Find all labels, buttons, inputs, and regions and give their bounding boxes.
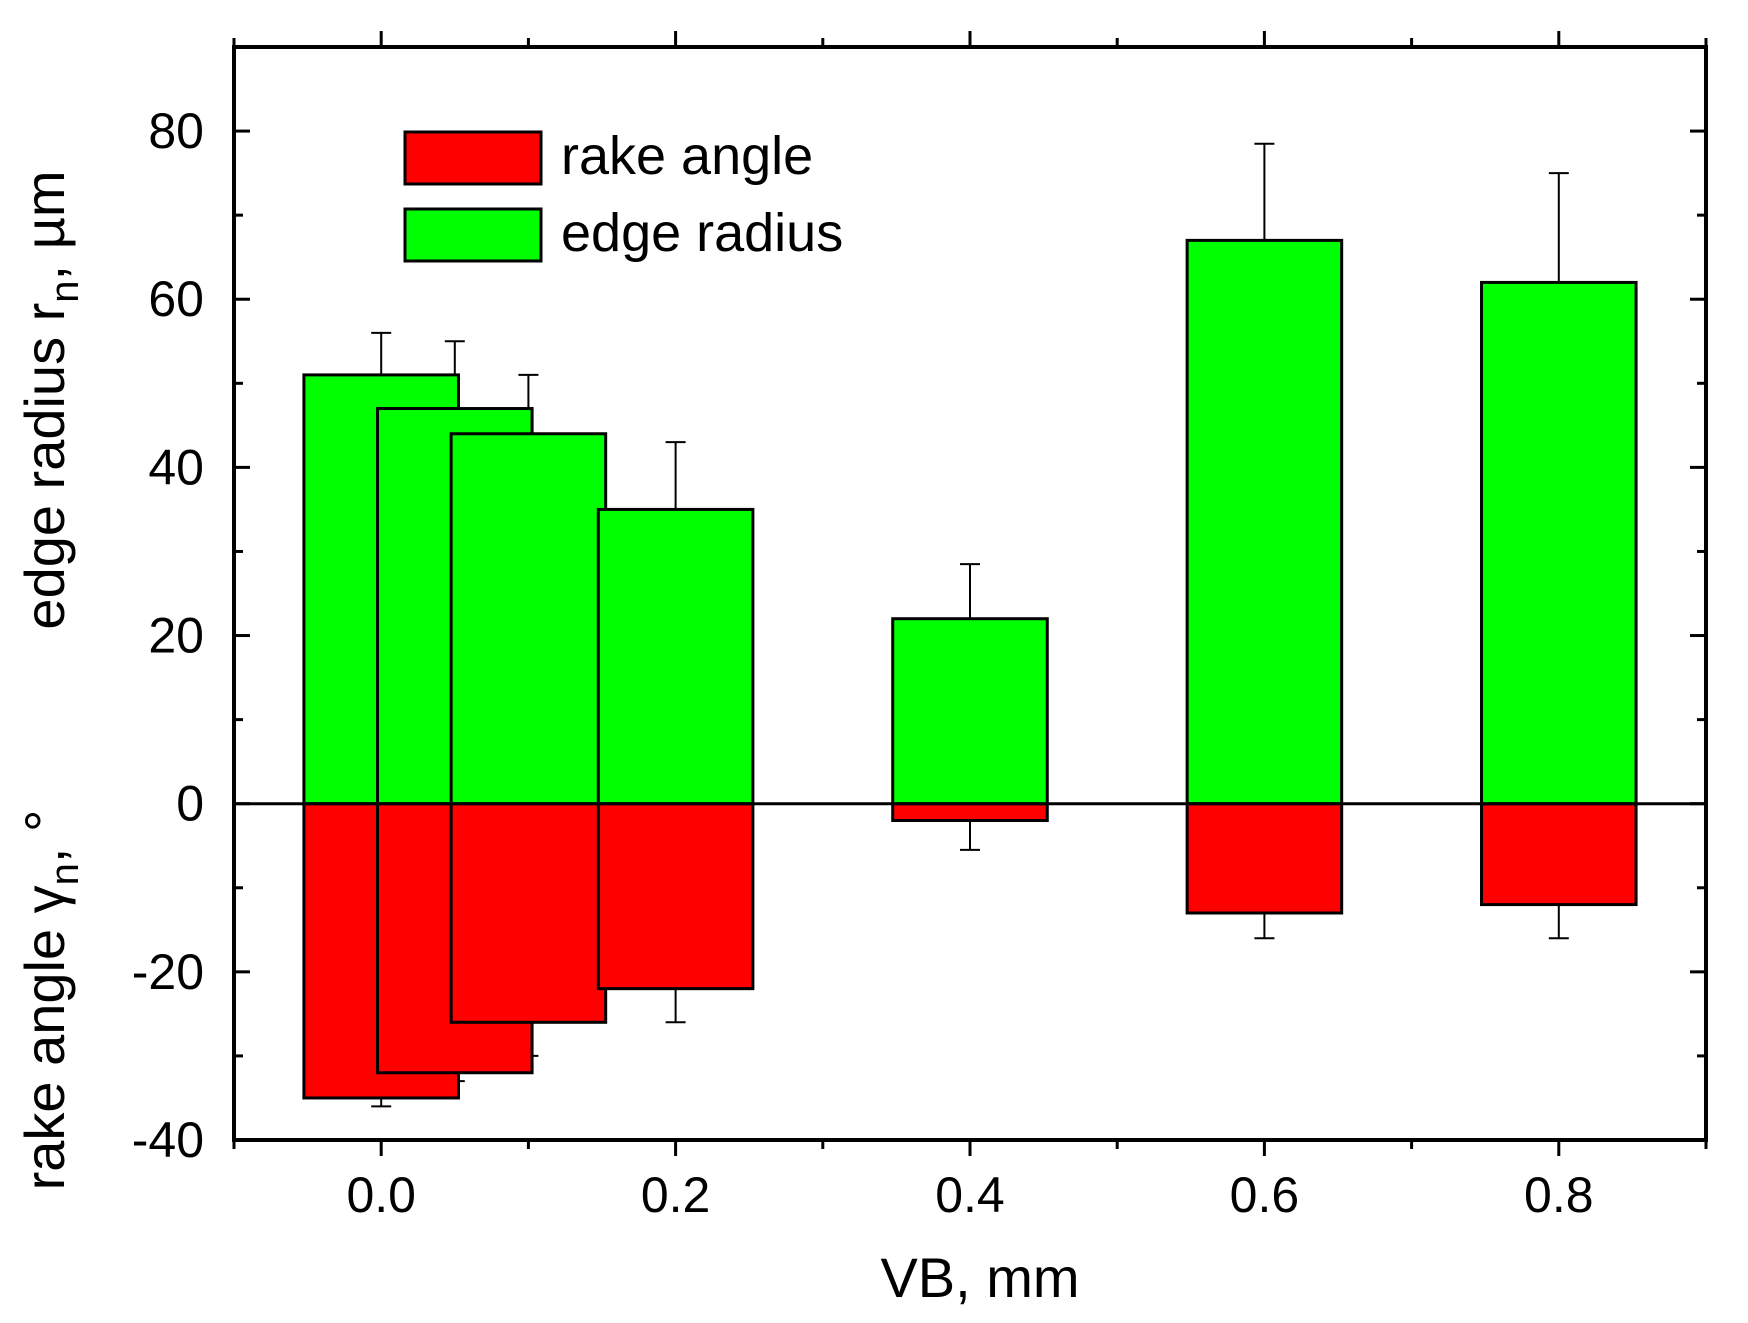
y-tick-label: 0 xyxy=(176,776,204,832)
bar-rake-angle-2 xyxy=(449,802,608,1024)
bar-edge-radius-5 xyxy=(1185,238,1344,806)
bar-rake-angle-3 xyxy=(596,802,755,991)
bar-rake-angle-4 xyxy=(891,802,1049,823)
x-tick-label: 0.8 xyxy=(1524,1167,1594,1223)
y-tick-label: -20 xyxy=(132,944,204,1000)
x-tick-label: 0.2 xyxy=(641,1167,711,1223)
legend-swatch-rake-angle xyxy=(403,130,543,186)
bar-edge-radius-6 xyxy=(1480,280,1638,806)
bar-edge-radius-3 xyxy=(596,507,755,806)
y-tick-label: -40 xyxy=(132,1112,204,1168)
legend: rake angle edge radius xyxy=(403,126,843,263)
bar-rake-angle-6 xyxy=(1480,802,1638,907)
x-axis-title: VB, mm xyxy=(880,1246,1079,1309)
axis-titles: VB, mm edge radius rn, µm rake angle γn,… xyxy=(13,170,1080,1309)
x-tick-label: 0.4 xyxy=(935,1167,1005,1223)
legend-label-edge-radius: edge radius xyxy=(561,203,843,263)
legend-label-rake-angle: rake angle xyxy=(561,126,813,186)
plot-area xyxy=(234,142,1706,1108)
y-axis-title-bottom: rake angle γn, ° xyxy=(13,810,87,1191)
legend-swatch-edge-radius xyxy=(403,207,543,263)
x-tick-label: 0.0 xyxy=(346,1167,416,1223)
y-tick-label: 40 xyxy=(148,439,204,495)
y-axis-title-top: edge radius rn, µm xyxy=(13,170,87,629)
y-tick-label: 60 xyxy=(148,271,204,327)
x-tick-label: 0.6 xyxy=(1230,1167,1300,1223)
bar-rake-angle-5 xyxy=(1185,802,1344,915)
bar-edge-radius-4 xyxy=(891,617,1049,806)
bar-edge-radius-2 xyxy=(449,432,608,806)
y-tick-label: 80 xyxy=(148,103,204,159)
y-tick-label: 20 xyxy=(148,608,204,664)
axes: -40 -20 0 20 40 60 80 0.0 0.2 0.4 0.6 0.8 xyxy=(132,31,1708,1223)
